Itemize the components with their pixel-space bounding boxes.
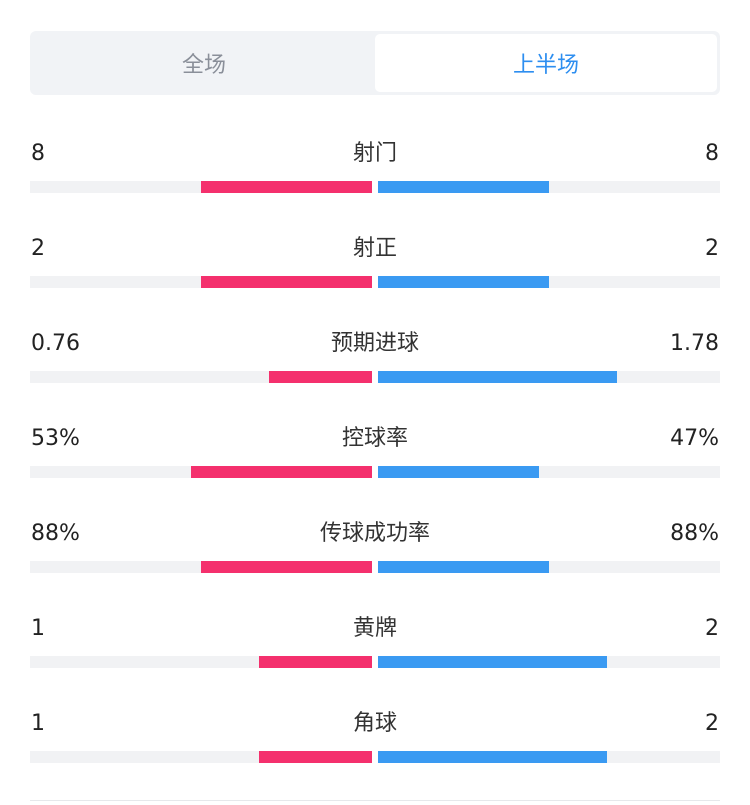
home-value: 0.76: [31, 331, 80, 356]
home-bar-track: [30, 276, 372, 288]
stat-label: 黄牌: [352, 616, 397, 641]
away-bar-track: [378, 656, 720, 668]
away-value: 88%: [670, 521, 719, 546]
away-bar-track: [378, 466, 720, 478]
stat-row: 2 射正 2: [0, 234, 750, 304]
away-value: 2: [705, 616, 719, 641]
home-bar-track: [30, 466, 372, 478]
away-value: 8: [705, 141, 719, 166]
away-bar-track: [378, 371, 720, 383]
away-bar: [378, 561, 549, 573]
home-value: 1: [31, 711, 45, 736]
away-bar: [378, 276, 549, 288]
away-bar: [378, 656, 607, 668]
home-bar: [201, 276, 372, 288]
period-tabs: 全场 上半场: [30, 31, 720, 95]
stat-row: 8 射门 8: [0, 139, 750, 209]
away-value: 2: [705, 236, 719, 261]
away-value: 47%: [670, 426, 719, 451]
stat-row: 1 黄牌 2: [0, 614, 750, 684]
home-value: 1: [31, 616, 45, 641]
home-value: 2: [31, 236, 45, 261]
home-bar: [259, 656, 372, 668]
stat-label: 传球成功率: [319, 521, 430, 546]
home-bar: [201, 181, 372, 193]
tab-first-half[interactable]: 上半场: [375, 34, 717, 92]
away-bar: [378, 181, 549, 193]
stat-row: 53% 控球率 47%: [0, 424, 750, 494]
home-bar-track: [30, 751, 372, 763]
home-bar-track: [30, 181, 372, 193]
home-value: 8: [31, 141, 45, 166]
away-value: 2: [705, 711, 719, 736]
home-bar-track: [30, 656, 372, 668]
away-bar-track: [378, 181, 720, 193]
away-bar: [378, 466, 539, 478]
home-bar: [201, 561, 372, 573]
home-bar-track: [30, 561, 372, 573]
stat-label: 射正: [352, 236, 397, 261]
away-bar-track: [378, 561, 720, 573]
stat-row: 88% 传球成功率 88%: [0, 519, 750, 589]
stat-label: 预期进球: [330, 331, 419, 356]
away-bar: [378, 371, 617, 383]
stat-row: 1 角球 2: [0, 709, 750, 779]
stat-row: 0.76 预期进球 1.78: [0, 329, 750, 399]
away-bar: [378, 751, 607, 763]
away-value: 1.78: [670, 331, 719, 356]
stat-label: 角球: [352, 711, 397, 736]
home-bar: [259, 751, 372, 763]
home-bar: [269, 371, 372, 383]
home-value: 88%: [31, 521, 80, 546]
home-bar: [191, 466, 372, 478]
divider: [30, 800, 720, 801]
away-bar-track: [378, 276, 720, 288]
stat-label: 射门: [352, 141, 397, 166]
home-bar-track: [30, 371, 372, 383]
home-value: 53%: [31, 426, 80, 451]
tab-full-match[interactable]: 全场: [181, 53, 226, 78]
away-bar-track: [378, 751, 720, 763]
stat-label: 控球率: [341, 426, 408, 451]
